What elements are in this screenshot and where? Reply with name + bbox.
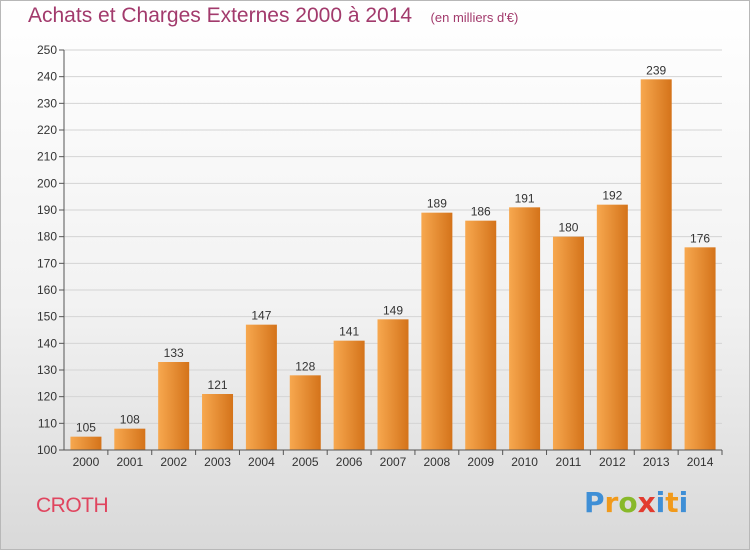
y-tick-label: 250 <box>37 43 57 57</box>
x-tick-label: 2001 <box>116 455 143 469</box>
chart-header: Achats et Charges Externes 2000 à 2014 (… <box>28 4 518 28</box>
y-tick-label: 210 <box>37 150 57 164</box>
bar-2011 <box>552 236 584 450</box>
y-tick-label: 170 <box>37 256 57 270</box>
bar-2009 <box>465 220 497 450</box>
y-tick-label: 230 <box>37 96 57 110</box>
y-tick-label: 130 <box>37 363 57 377</box>
y-tick-label: 100 <box>37 443 57 457</box>
y-tick-label: 240 <box>37 70 57 84</box>
x-tick-label: 2007 <box>380 455 407 469</box>
y-tick-label: 140 <box>37 336 57 350</box>
proxiti-logo: Proxiti <box>584 486 688 519</box>
logo-letter: P <box>584 486 605 519</box>
y-tick-label: 180 <box>37 230 57 244</box>
value-label: 121 <box>208 378 228 392</box>
x-tick-label: 2003 <box>204 455 231 469</box>
chart-unit: (en milliers d'€) <box>430 10 519 25</box>
y-tick-label: 190 <box>37 203 57 217</box>
value-label: 192 <box>602 189 622 203</box>
bar-2006 <box>333 340 365 450</box>
x-tick-label: 2010 <box>511 455 538 469</box>
x-tick-label: 2000 <box>73 455 100 469</box>
y-tick-label: 110 <box>38 416 57 430</box>
bar-2013 <box>640 79 672 450</box>
logo-letter: i <box>655 486 666 519</box>
bar-2005 <box>289 375 321 450</box>
commune-name: CROTH <box>36 494 109 517</box>
value-label: 141 <box>339 325 359 339</box>
x-tick-label: 2009 <box>467 455 494 469</box>
bar-2010 <box>509 207 541 450</box>
value-label: 176 <box>690 231 710 245</box>
value-label: 128 <box>295 359 315 373</box>
logo-letter: x <box>637 486 656 519</box>
chart-title: Achats et Charges Externes 2000 à 2014 <box>28 4 413 27</box>
bar-2001 <box>114 428 146 450</box>
x-tick-label: 2008 <box>424 455 451 469</box>
y-tick-label: 220 <box>37 123 57 137</box>
value-label: 191 <box>515 191 535 205</box>
bar-2003 <box>202 394 234 450</box>
logo-letter: t <box>665 486 679 519</box>
value-label: 147 <box>251 309 271 323</box>
axes <box>63 50 722 451</box>
bar-2000 <box>70 436 102 450</box>
bars <box>70 79 716 450</box>
value-label: 105 <box>76 421 96 435</box>
value-label: 186 <box>471 205 491 219</box>
y-tick-label: 120 <box>37 390 57 404</box>
value-label: 189 <box>427 197 447 211</box>
logo-letter: r <box>604 486 619 519</box>
x-tick-label: 2004 <box>248 455 275 469</box>
y-tick-label: 200 <box>37 176 57 190</box>
y-tick-label: 150 <box>37 310 57 324</box>
bar-2014 <box>684 247 716 450</box>
x-tick-label: 2014 <box>687 455 714 469</box>
x-tick-label: 2005 <box>292 455 319 469</box>
bar-2008 <box>421 212 453 450</box>
logo-letter: i <box>678 486 689 519</box>
bar-2007 <box>377 319 409 450</box>
value-label: 239 <box>646 63 666 77</box>
value-label: 180 <box>558 221 578 235</box>
bar-2012 <box>596 204 628 450</box>
y-tick-label: 160 <box>37 283 57 297</box>
value-label: 108 <box>120 413 140 427</box>
x-tick-label: 2011 <box>556 455 582 469</box>
x-tick-label: 2002 <box>160 455 187 469</box>
x-tick-label: 2006 <box>336 455 363 469</box>
y-axis-ticks: 100 110 120 130 140 150 160 170 180 190 200 210 220 2… <box>37 43 64 457</box>
x-tick-label: 2013 <box>643 455 670 469</box>
x-axis-ticks: 2000 2001 2002 2003 2004 2005 2006 2007 2008 2009… <box>73 450 723 469</box>
logo-letter: o <box>618 486 638 519</box>
value-label: 133 <box>164 346 184 360</box>
bar-2002 <box>158 362 190 450</box>
value-label: 149 <box>383 303 403 317</box>
value-labels: 105 108 133 121 147 128 141 149 189 186 191 180 192 2… <box>76 63 710 434</box>
x-tick-label: 2012 <box>599 455 626 469</box>
bar-2004 <box>245 324 277 450</box>
